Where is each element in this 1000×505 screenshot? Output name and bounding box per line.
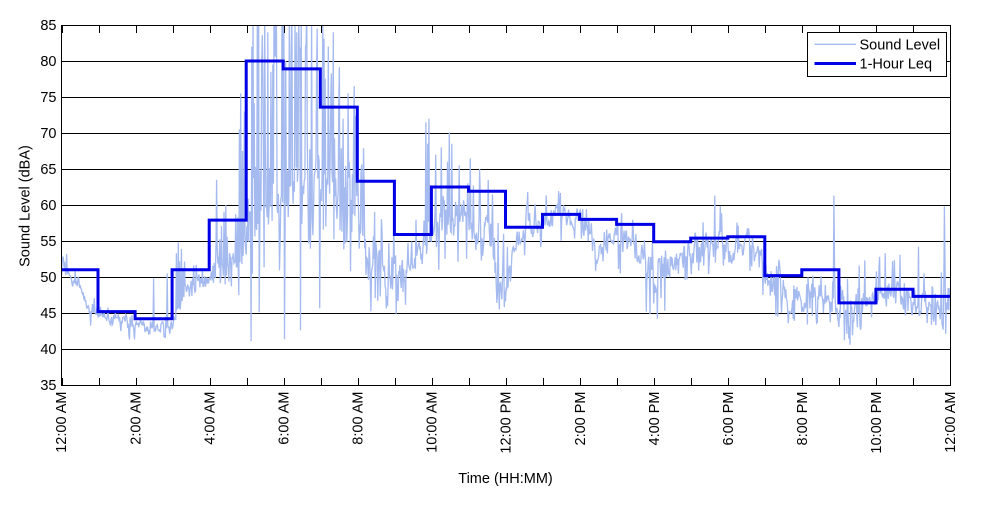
svg-text:45: 45: [40, 306, 56, 322]
svg-text:4:00 AM: 4:00 AM: [202, 392, 218, 445]
svg-text:8:00 AM: 8:00 AM: [351, 392, 367, 445]
svg-text:6:00 AM: 6:00 AM: [276, 392, 292, 445]
svg-text:2:00 PM: 2:00 PM: [573, 392, 589, 446]
svg-text:50: 50: [40, 270, 56, 286]
svg-text:6:00 PM: 6:00 PM: [721, 392, 737, 446]
svg-text:1-Hour Leq: 1-Hour Leq: [860, 57, 933, 73]
svg-text:4:00 PM: 4:00 PM: [647, 392, 663, 446]
svg-text:10:00 PM: 10:00 PM: [869, 392, 885, 454]
svg-text:40: 40: [40, 342, 56, 358]
svg-text:Time (HH:MM): Time (HH:MM): [458, 471, 553, 487]
svg-text:55: 55: [40, 234, 56, 250]
svg-text:60: 60: [40, 198, 56, 214]
svg-text:75: 75: [40, 90, 56, 106]
svg-text:80: 80: [40, 54, 56, 70]
svg-text:10:00 AM: 10:00 AM: [425, 392, 441, 453]
svg-text:70: 70: [40, 126, 56, 142]
svg-text:Sound Level (dBA): Sound Level (dBA): [18, 145, 34, 267]
svg-text:35: 35: [40, 378, 56, 394]
svg-text:12:00 AM: 12:00 AM: [54, 392, 70, 453]
svg-text:85: 85: [40, 18, 56, 34]
svg-text:2:00 AM: 2:00 AM: [128, 392, 144, 445]
svg-text:Sound Level: Sound Level: [860, 37, 941, 53]
svg-text:12:00 AM: 12:00 AM: [943, 392, 959, 453]
svg-text:12:00 PM: 12:00 PM: [499, 392, 515, 454]
svg-text:65: 65: [40, 162, 56, 178]
svg-text:8:00 PM: 8:00 PM: [795, 392, 811, 446]
